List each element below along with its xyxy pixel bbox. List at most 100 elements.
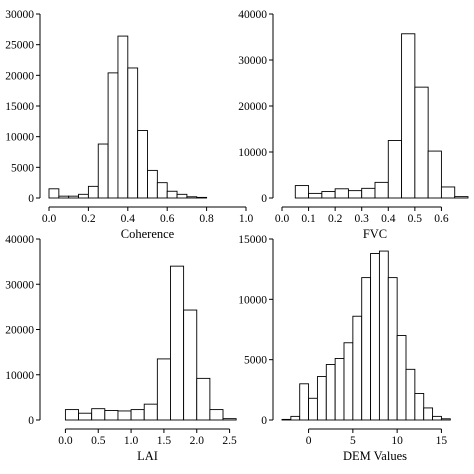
histogram-bar xyxy=(401,33,416,199)
x-tick-label: 0 xyxy=(306,435,312,447)
histogram-bar xyxy=(352,315,363,421)
y-tick-label: 20000 xyxy=(5,70,34,82)
y-tick-label: 30000 xyxy=(5,9,34,21)
histogram-bar xyxy=(91,408,106,421)
histogram-bar xyxy=(290,415,301,421)
histogram-bar xyxy=(78,193,89,199)
histogram-bar xyxy=(321,191,336,199)
y-tick-label: 0 xyxy=(28,415,34,427)
histogram-bar xyxy=(454,196,469,199)
histogram-bar xyxy=(170,265,185,421)
x-tick-label: 0.3 xyxy=(355,213,370,225)
histogram-bar xyxy=(405,368,416,421)
histogram-bar xyxy=(387,277,398,421)
histogram-bar xyxy=(117,35,129,199)
histogram-bar xyxy=(281,418,292,421)
y-tick-label: 10000 xyxy=(5,132,34,144)
x-tick-label: 2.0 xyxy=(190,435,205,447)
histogram-bar xyxy=(334,358,345,421)
histogram-bar xyxy=(316,376,327,421)
histogram-bar xyxy=(166,190,178,199)
panel-top-left: 0 5000 10000 15000 20000 25000 30000 0.0 0.2 0.4 0… xyxy=(5,9,253,241)
y-tick-label: 20000 xyxy=(238,101,267,113)
histogram-bar xyxy=(107,72,119,199)
histogram-bar xyxy=(440,186,456,199)
y-tick-label: 15000 xyxy=(238,234,267,246)
x-axis-label: FVC xyxy=(363,227,387,241)
x-tick-label: 0.2 xyxy=(328,213,343,225)
histogram-bar xyxy=(48,188,60,199)
histogram-bar xyxy=(209,409,224,421)
y-tick-label: 25000 xyxy=(5,40,34,52)
histogram-bar xyxy=(396,335,407,421)
histogram-bar xyxy=(176,193,188,199)
x-tick-label: 0.2 xyxy=(81,213,96,225)
histogram-bar xyxy=(186,196,198,199)
x-tick-label: 0.8 xyxy=(199,213,214,225)
histogram-bar xyxy=(414,393,425,421)
panel-bottom-right: 0 5000 10000 15000 0 5 10 15 DEM Values xyxy=(238,234,451,463)
histogram-bar xyxy=(68,195,79,199)
y-tick-label: 0 xyxy=(261,193,267,205)
x-tick-label: 1.0 xyxy=(124,435,139,447)
histogram-bar xyxy=(127,67,139,199)
y-tick-label: 40000 xyxy=(238,9,267,21)
histogram-bar xyxy=(334,188,349,199)
x-tick-label: 0.0 xyxy=(58,435,73,447)
x-tick-label: 1.0 xyxy=(239,213,254,225)
y-tick-label: 30000 xyxy=(238,55,267,67)
histogram-bar xyxy=(222,418,237,421)
y-tick-label: 10000 xyxy=(5,370,34,382)
y-tick-label: 5000 xyxy=(11,162,34,174)
x-tick-label: 0.1 xyxy=(301,213,316,225)
histogram-bar xyxy=(308,397,318,421)
x-tick-label: 0.5 xyxy=(91,435,106,447)
x-tick-label: 2.5 xyxy=(222,435,237,447)
x-tick-label: 1.5 xyxy=(157,435,172,447)
histogram-bar xyxy=(143,403,158,421)
x-tick-label: 0.6 xyxy=(434,213,449,225)
x-tick-label: 10 xyxy=(391,435,403,447)
histogram-bar xyxy=(87,185,99,199)
histogram-bar xyxy=(130,409,145,421)
histogram-bar xyxy=(374,181,389,199)
y-tick-label: 10000 xyxy=(238,294,267,306)
x-axis-label: LAI xyxy=(137,449,158,463)
histogram-bar xyxy=(440,418,451,421)
histogram-bar xyxy=(156,182,168,199)
histogram-bar xyxy=(104,410,119,421)
histogram-bar xyxy=(299,383,310,421)
x-tick-label: 0.0 xyxy=(42,213,57,225)
histogram-bar xyxy=(325,364,336,421)
y-tick-label: 15000 xyxy=(5,101,34,113)
x-tick-label: 0.6 xyxy=(160,213,175,225)
histogram-bar xyxy=(423,407,434,421)
histogram-bar xyxy=(361,277,372,421)
histogram-bar xyxy=(196,377,211,421)
x-tick-label: 15 xyxy=(436,435,448,447)
histogram-bar xyxy=(347,190,363,199)
histogram-bar xyxy=(117,410,132,421)
y-tick-label: 40000 xyxy=(5,234,34,246)
histogram-bar xyxy=(97,143,109,199)
histogram-bar xyxy=(370,253,380,421)
x-tick-label: 0.0 xyxy=(275,213,290,225)
histogram-bar xyxy=(137,130,148,199)
y-tick-label: 0 xyxy=(28,193,34,205)
x-tick-label: 5 xyxy=(350,435,356,447)
histogram-bar xyxy=(64,409,79,421)
histogram-bar xyxy=(147,169,158,199)
panel-bottom-left: 0 10000 20000 30000 40000 0.0 0.5 1.0 1.5 2.0 2.5 L… xyxy=(5,234,237,463)
histogram-bar xyxy=(308,192,323,199)
histogram-bar xyxy=(414,86,429,199)
x-tick-label: 0.4 xyxy=(381,213,396,225)
histogram-bar xyxy=(196,196,208,199)
y-tick-label: 0 xyxy=(261,415,267,427)
y-tick-label: 10000 xyxy=(238,147,267,159)
histogram-bar xyxy=(427,150,442,199)
y-tick-label: 20000 xyxy=(5,325,34,337)
histogram-bar xyxy=(361,187,376,199)
histogram-bar xyxy=(58,195,70,199)
x-tick-label: 0.5 xyxy=(408,213,423,225)
